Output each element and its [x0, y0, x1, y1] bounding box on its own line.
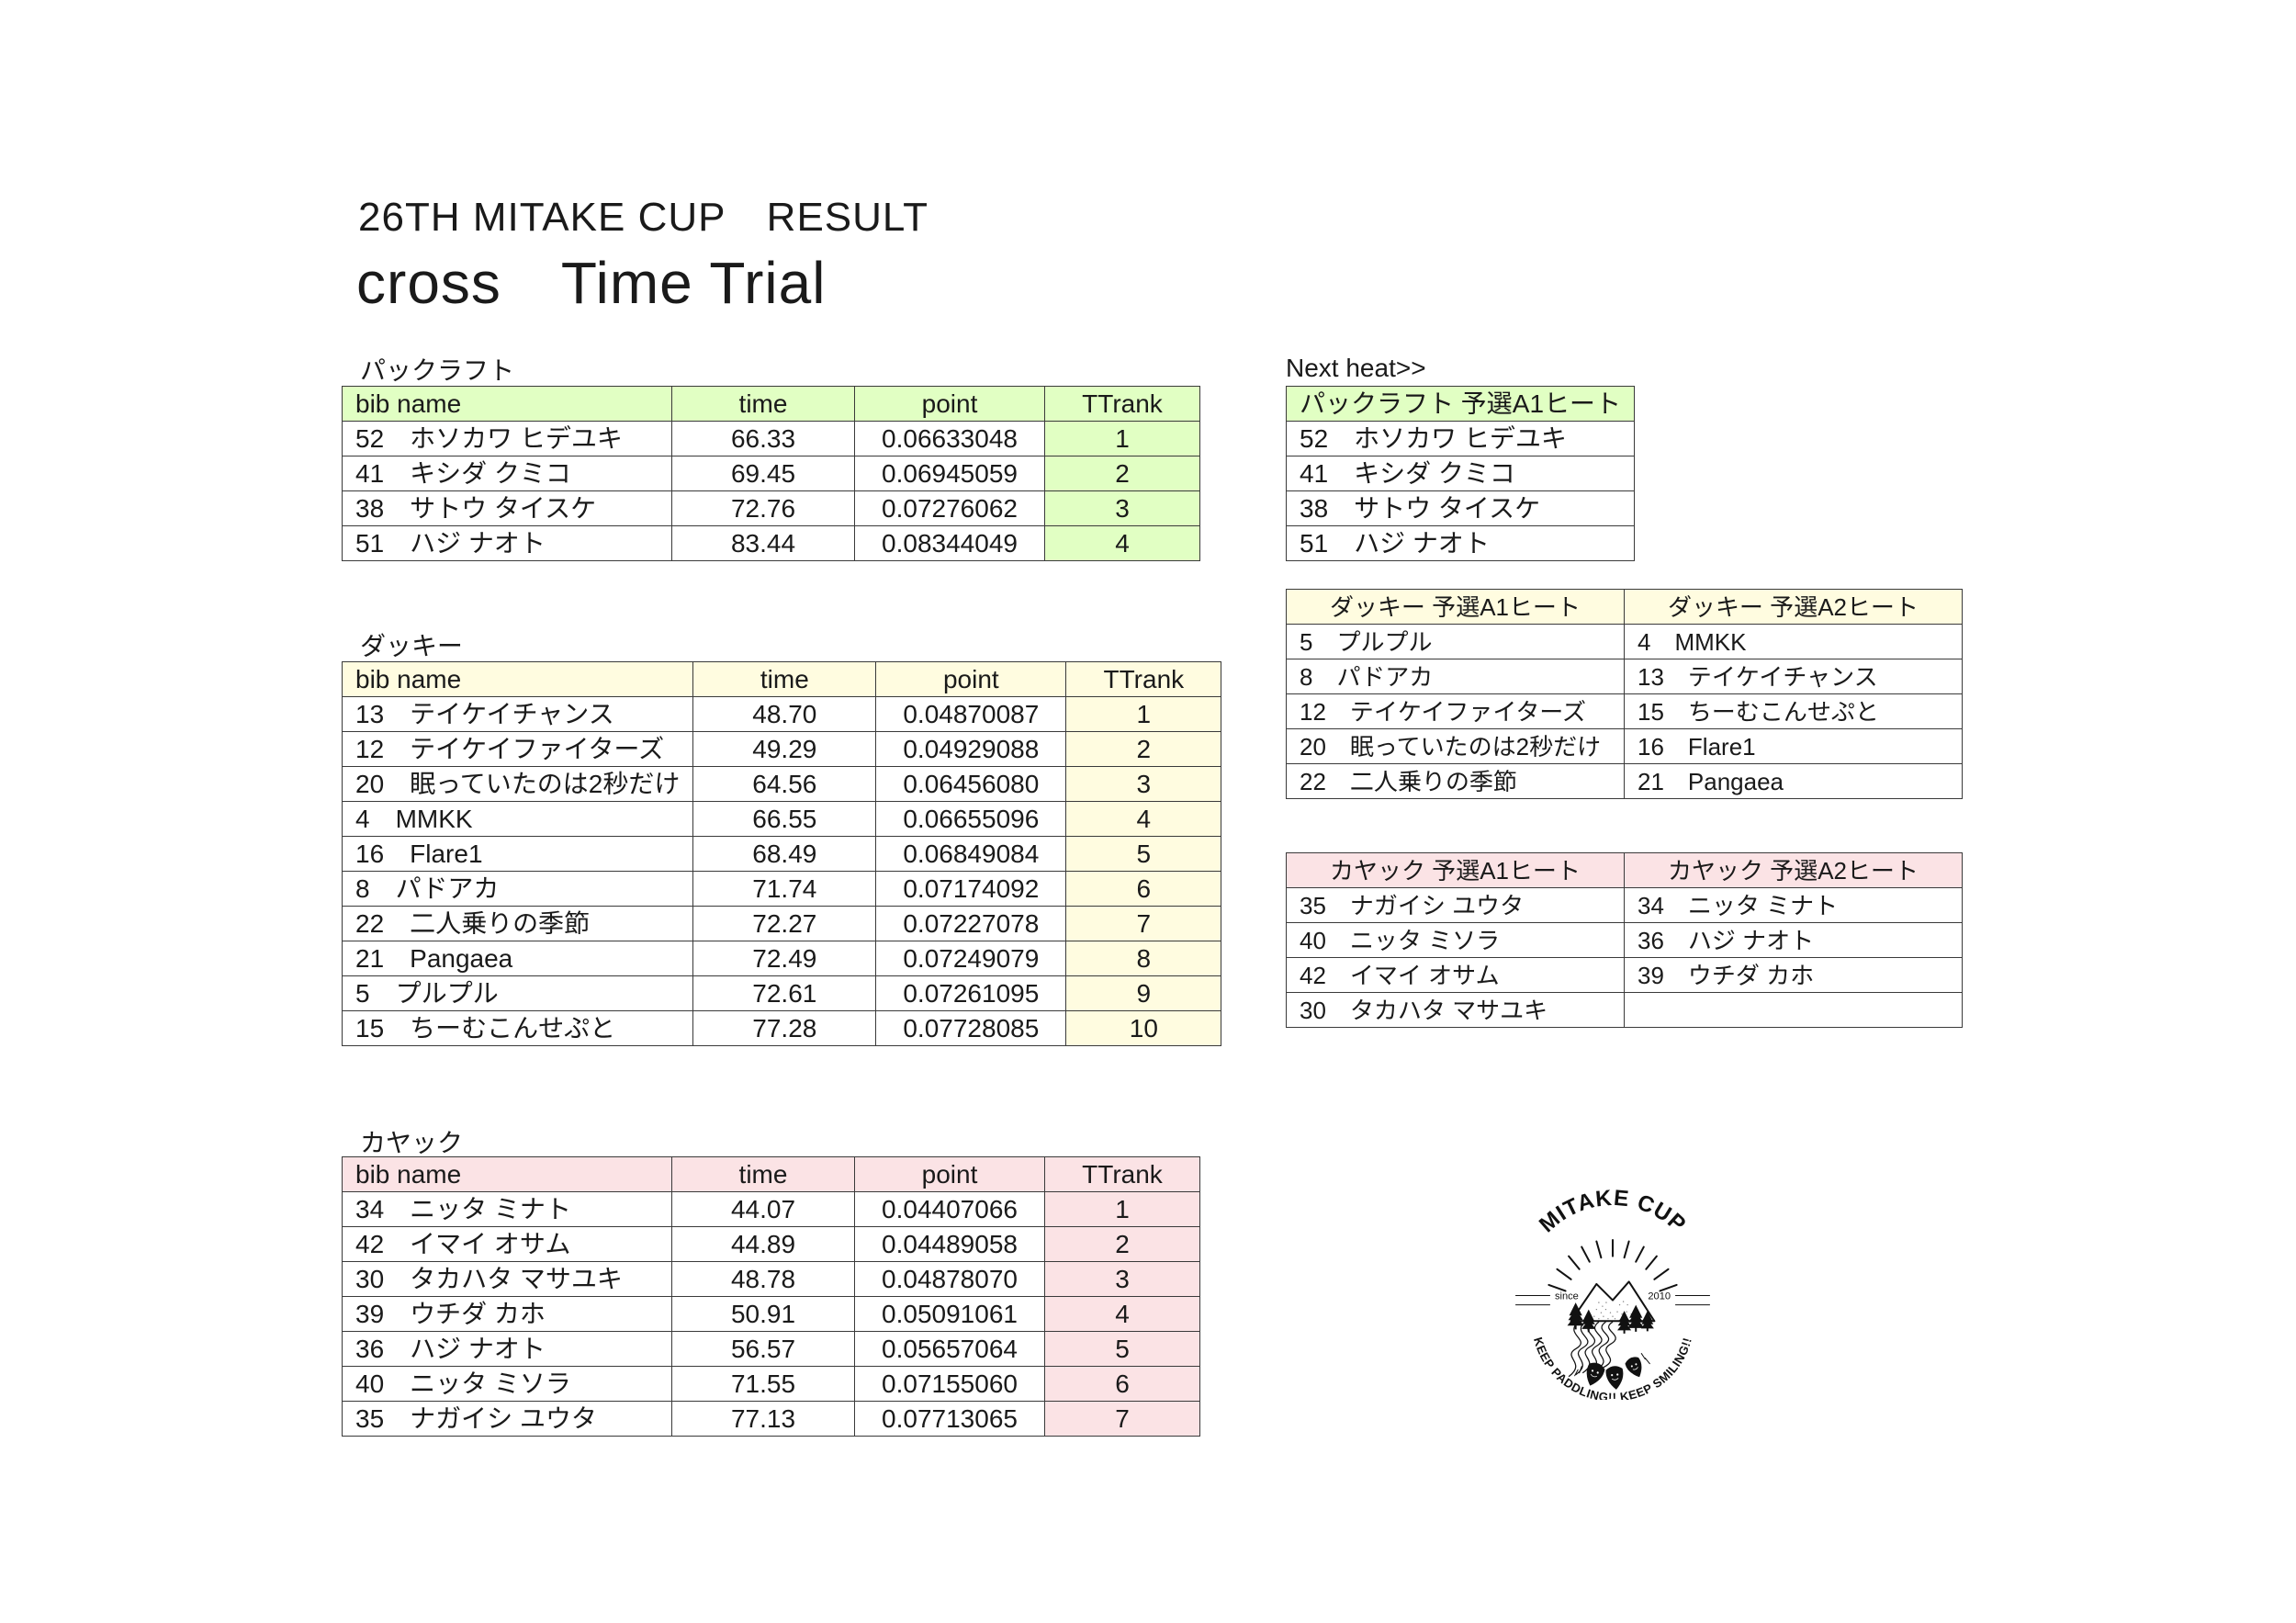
svg-text:MITAKE CUP: MITAKE CUP [1535, 1187, 1691, 1237]
svg-text:since: since [1555, 1291, 1579, 1302]
svg-text:2010: 2010 [1648, 1291, 1671, 1302]
